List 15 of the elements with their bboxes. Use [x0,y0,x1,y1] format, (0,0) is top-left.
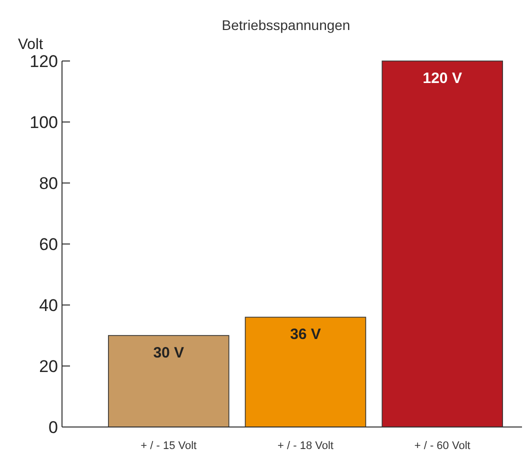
chart-title: Betriebsspannungen [222,17,350,33]
data-label: 36 V [290,326,321,344]
y-tick-label: 20 [39,356,58,376]
y-tick-label: 40 [39,296,58,315]
x-tick-label: + / - 60 Volt [414,440,470,452]
y-tick-label: 100 [30,112,58,132]
y-tick-label: 120 [30,52,58,71]
data-label: 30 V [153,344,184,362]
x-tick-label: + / - 18 Volt [278,440,334,452]
y-axis-title: Volt [18,36,44,53]
data-label: 120 V [422,70,462,87]
y-tick-label: 60 [39,234,58,254]
x-tick-label: + / - 15 Volt [140,440,197,452]
y-tick-label: 0 [48,418,58,437]
y-tick-label: 80 [39,174,58,193]
